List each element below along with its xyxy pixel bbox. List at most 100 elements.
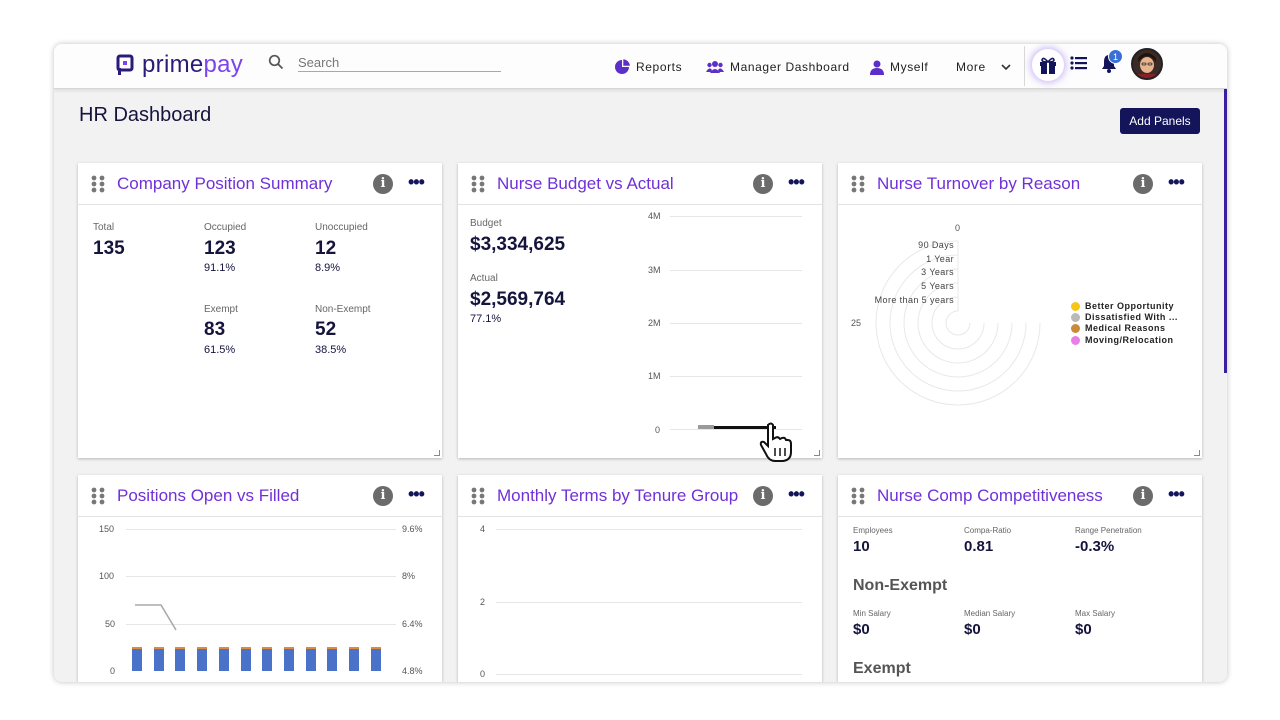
filled-bar[interactable]	[262, 649, 273, 671]
filled-bar[interactable]	[327, 649, 338, 671]
panel-header: Nurse Budget vs Actual i •••	[458, 163, 822, 205]
y-tick-right: 8%	[402, 571, 416, 581]
nav-myself[interactable]: Myself	[870, 56, 928, 78]
ring-label: 90 Days	[918, 240, 954, 250]
more-options-icon[interactable]: •••	[788, 484, 805, 504]
actual-label: Actual	[470, 273, 498, 284]
add-panels-button[interactable]: Add Panels	[1120, 108, 1200, 134]
filled-bar[interactable]	[283, 649, 294, 671]
y-tick-left: 50	[105, 619, 116, 629]
actual-value: $2,569,764	[470, 289, 566, 310]
open-bar[interactable]	[240, 647, 251, 650]
more-options-icon[interactable]: •••	[1168, 484, 1185, 504]
drag-handle-icon[interactable]	[471, 487, 485, 505]
legend-item[interactable]: Dissatisfied With ...	[1071, 312, 1178, 322]
legend-dot	[1071, 323, 1080, 333]
open-bar[interactable]	[218, 647, 229, 650]
gridline	[670, 216, 802, 217]
task-list-icon[interactable]	[1070, 55, 1088, 71]
primepay-logo-icon	[116, 54, 134, 75]
filled-bar[interactable]	[175, 649, 186, 671]
open-bar[interactable]	[197, 647, 208, 650]
info-icon[interactable]: i	[373, 486, 393, 506]
info-icon[interactable]: i	[753, 486, 773, 506]
drag-handle-icon[interactable]	[851, 487, 865, 505]
nav-manager-dashboard[interactable]: Manager Dashboard	[706, 56, 850, 78]
info-icon[interactable]: i	[753, 174, 773, 194]
user-avatar-image	[1133, 50, 1161, 78]
budget-bar[interactable]	[698, 425, 714, 429]
filled-bar[interactable]	[370, 649, 381, 671]
gridline	[126, 529, 396, 530]
nav-more[interactable]: More	[956, 56, 1012, 78]
open-bar[interactable]	[349, 647, 359, 650]
legend-item[interactable]: Medical Reasons	[1071, 323, 1166, 333]
ring-label: 1 Year	[926, 254, 954, 264]
min-salary-label: Min Salary	[853, 609, 891, 618]
search-input[interactable]	[298, 54, 501, 72]
radial-top-value: 0	[955, 223, 961, 233]
drag-handle-icon[interactable]	[91, 175, 105, 193]
open-bar[interactable]	[132, 647, 142, 650]
filled-bar[interactable]	[305, 649, 316, 671]
employees-value: 10	[853, 538, 870, 555]
panel-title[interactable]: Company Position Summary	[117, 174, 333, 193]
range-penetration-label: Range Penetration	[1075, 526, 1142, 535]
drag-handle-icon[interactable]	[851, 175, 865, 193]
budget-value: $3,334,625	[470, 234, 566, 255]
primepay-logo[interactable]: primepay	[116, 50, 243, 80]
open-bar[interactable]	[262, 647, 273, 650]
ring-label: 5 Years	[921, 281, 954, 291]
more-options-icon[interactable]: •••	[408, 172, 425, 192]
actual-bar[interactable]	[714, 426, 776, 429]
legend-item[interactable]: Moving/Relocation	[1071, 335, 1174, 345]
search-icon[interactable]	[268, 54, 284, 70]
legend-item[interactable]: Better Opportunity	[1071, 301, 1174, 311]
legend-dot	[1071, 312, 1080, 322]
panel-title[interactable]: Monthly Terms by Tenure Group	[497, 486, 739, 505]
pie-chart-icon	[615, 59, 630, 74]
resize-handle[interactable]	[1194, 450, 1200, 456]
info-icon[interactable]: i	[373, 174, 393, 194]
filled-bar[interactable]	[349, 649, 359, 671]
unoccupied-value: 12	[315, 238, 337, 259]
open-bar[interactable]	[153, 647, 164, 650]
resize-handle[interactable]	[434, 450, 440, 456]
resize-handle[interactable]	[814, 450, 820, 456]
panel-title[interactable]: Nurse Turnover by Reason	[877, 174, 1081, 193]
panel-title[interactable]: Nurse Budget vs Actual	[497, 174, 674, 193]
open-bar[interactable]	[370, 647, 381, 650]
nav-reports[interactable]: Reports	[614, 56, 682, 78]
total-value: 135	[93, 238, 125, 259]
panel-title[interactable]: Positions Open vs Filled	[117, 486, 300, 505]
scroll-accent-bar	[1224, 89, 1227, 373]
info-icon[interactable]: i	[1133, 174, 1153, 194]
open-bar[interactable]	[305, 647, 316, 650]
more-options-icon[interactable]: •••	[788, 172, 805, 192]
employees-label: Employees	[853, 526, 893, 535]
filled-bar[interactable]	[197, 649, 208, 671]
y-tick: 2M	[648, 318, 661, 328]
panel-monthly-terms-by-tenure: Monthly Terms by Tenure Group i ••• 4 2 …	[458, 475, 822, 682]
drag-handle-icon[interactable]	[471, 175, 485, 193]
compa-ratio-label: Compa-Ratio	[964, 526, 1012, 535]
filled-bar[interactable]	[218, 649, 229, 671]
open-bar[interactable]	[283, 647, 294, 650]
gift-button[interactable]	[1032, 49, 1064, 81]
more-options-icon[interactable]: •••	[408, 484, 425, 504]
panel-title[interactable]: Nurse Comp Competitiveness	[877, 486, 1103, 505]
more-options-icon[interactable]: •••	[1168, 172, 1185, 192]
open-bar[interactable]	[175, 647, 186, 650]
y-tick: 2	[480, 597, 486, 607]
drag-handle-icon[interactable]	[91, 487, 105, 505]
filled-bar[interactable]	[132, 649, 142, 671]
logo-text-pay: pay	[203, 51, 244, 78]
avatar[interactable]	[1131, 48, 1163, 80]
y-tick-right: 9.6%	[402, 524, 423, 534]
gridline	[496, 602, 802, 603]
open-bar[interactable]	[327, 647, 338, 650]
trend-line	[135, 604, 177, 631]
filled-bar[interactable]	[240, 649, 251, 671]
info-icon[interactable]: i	[1133, 486, 1153, 506]
filled-bar[interactable]	[153, 649, 164, 671]
